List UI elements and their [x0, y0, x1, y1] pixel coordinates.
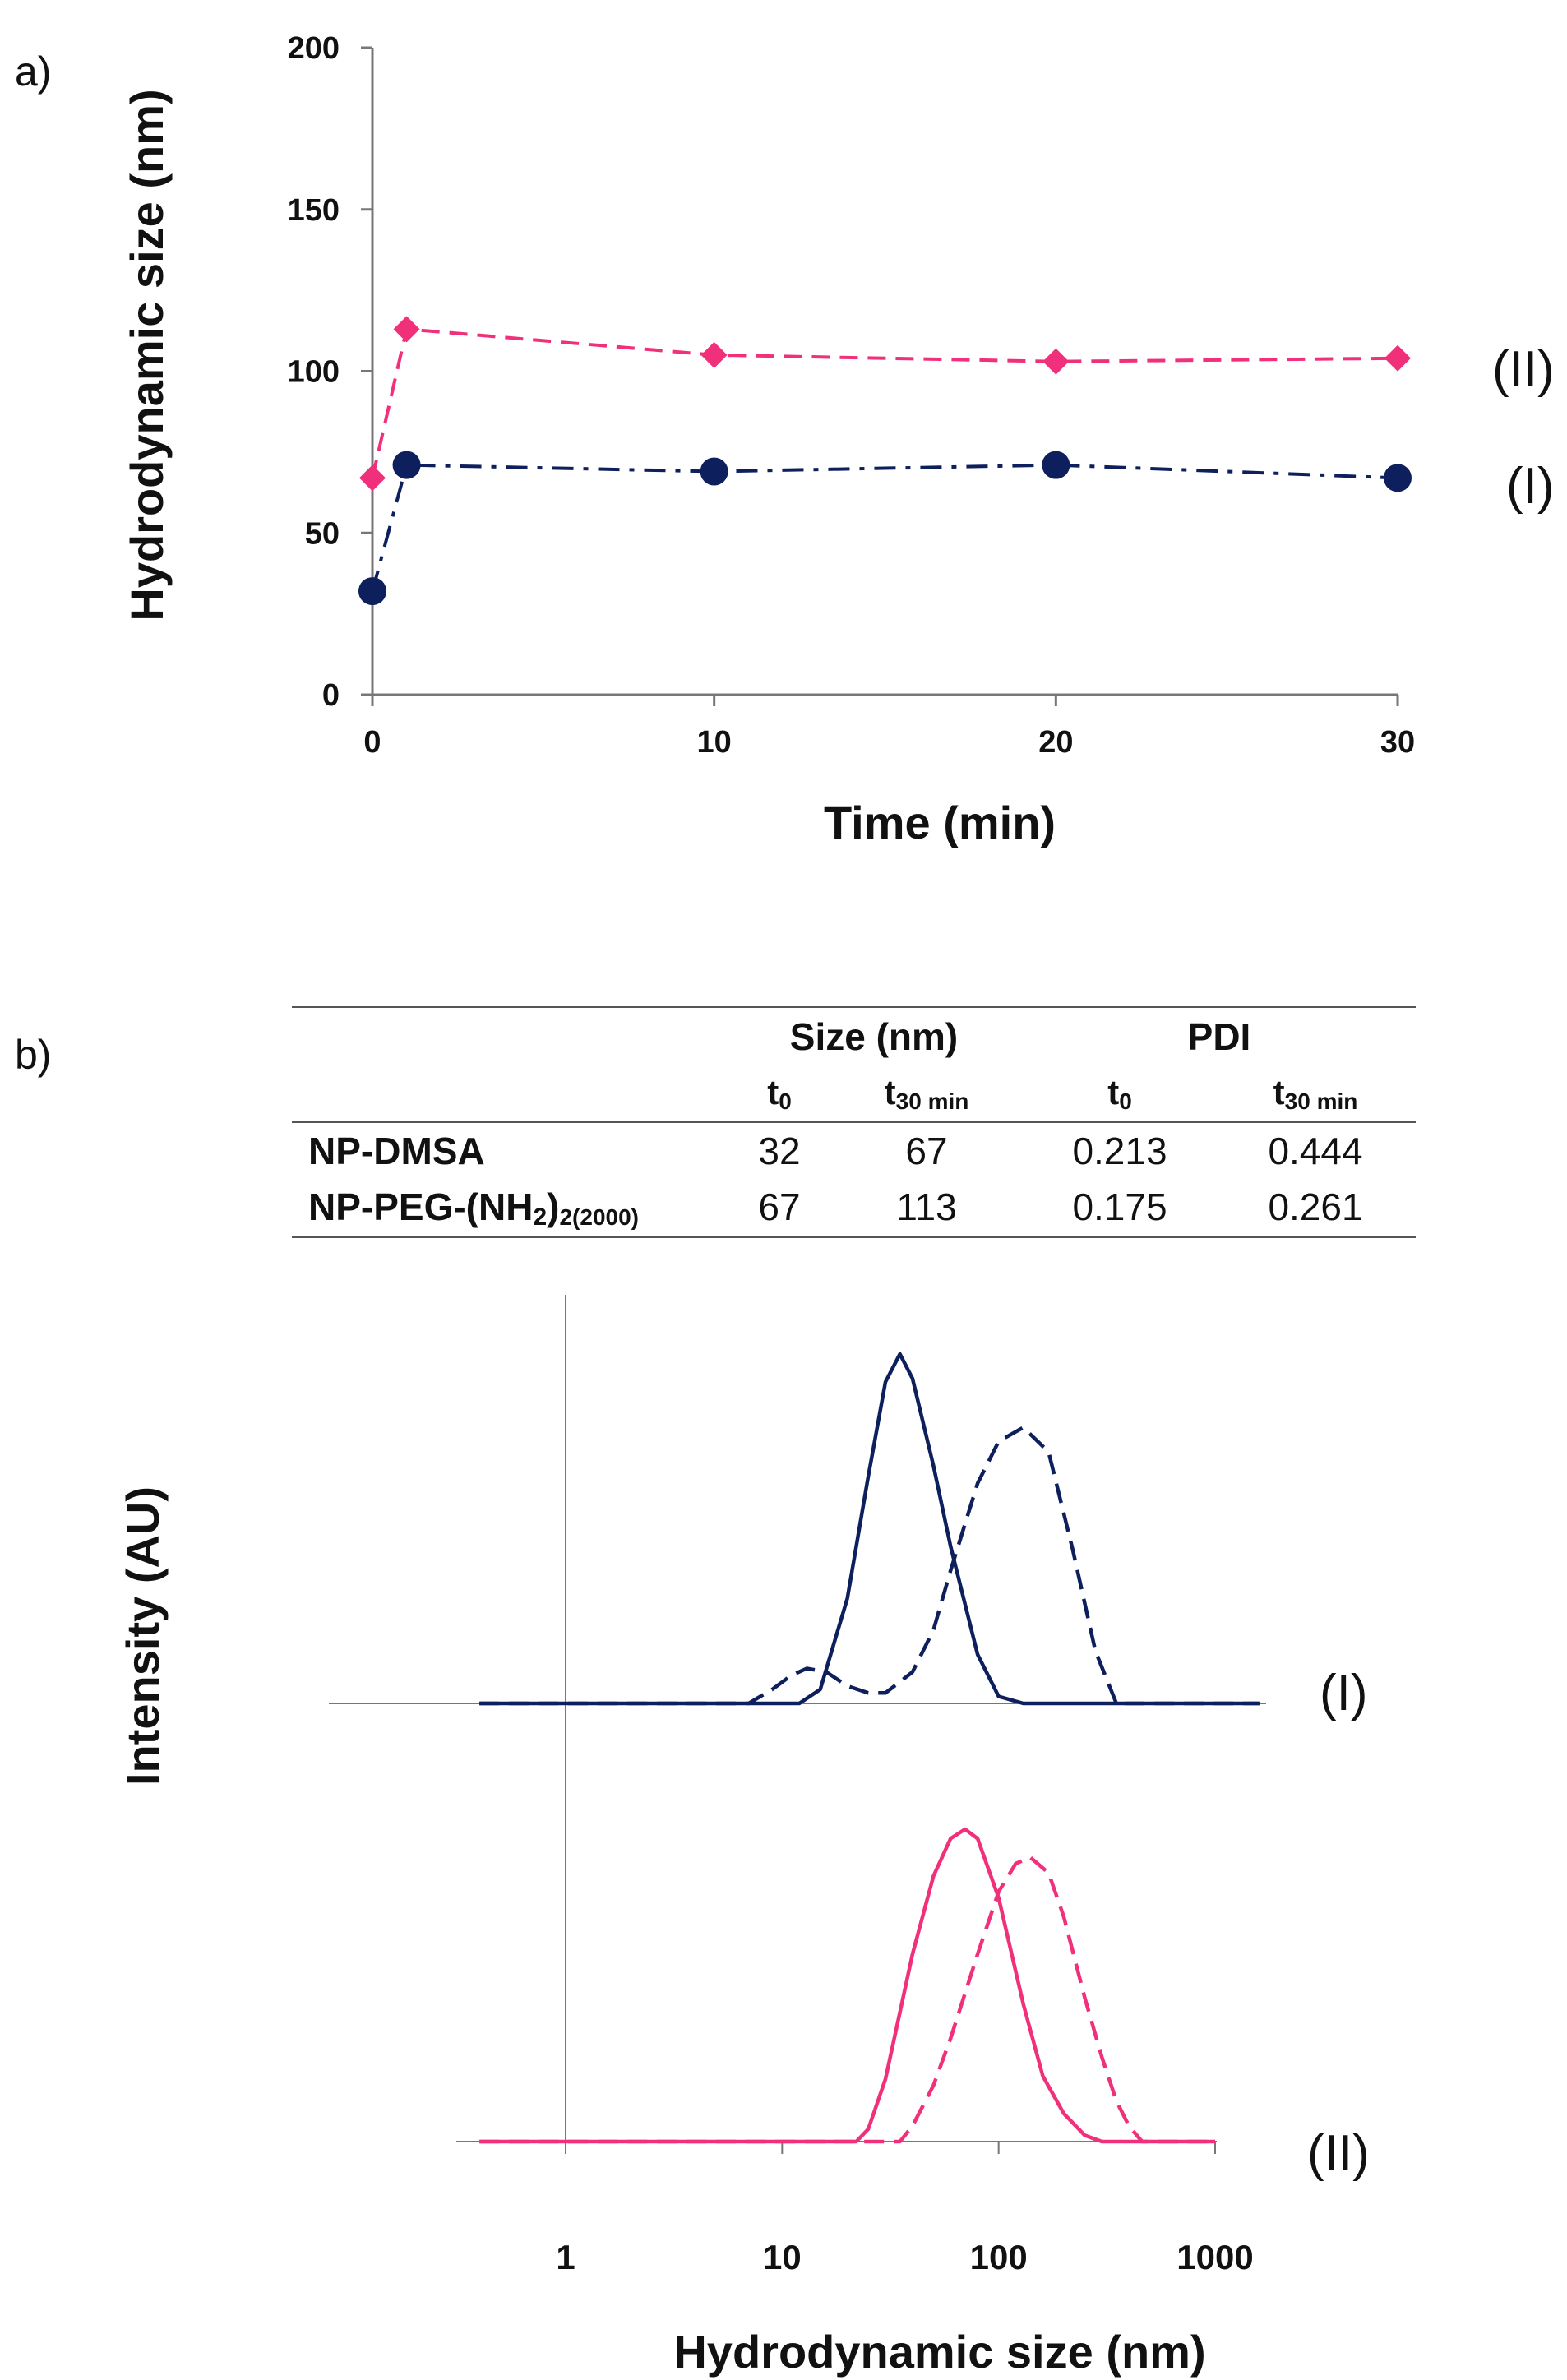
chart-a-x-axis-label: Time (min) — [824, 797, 1056, 848]
x-tick-label: 10 — [697, 725, 732, 760]
table-row-np-dmsa: NP-DMSA — [308, 1130, 485, 1172]
x-tick-label: 1000 — [1176, 2238, 1253, 2276]
table-cell: 67 — [905, 1130, 947, 1172]
y-tick-label: 150 — [288, 193, 340, 228]
data-point — [1042, 451, 1070, 479]
x-tick-label: 30 — [1380, 725, 1415, 760]
data-point — [358, 577, 386, 606]
distribution-curve-i-t30 — [479, 1426, 1260, 1706]
series-label-ii: (II) — [1492, 341, 1555, 398]
chart-a: 0 50 100 150 200 0 10 20 30 Time (min) Hydrodyn… — [121, 31, 1555, 848]
table-header-size: Size (nm) — [790, 1015, 958, 1058]
data-point — [1384, 344, 1411, 372]
data-point — [1042, 348, 1070, 375]
data-point — [700, 457, 728, 486]
table-cell: 32 — [758, 1130, 800, 1172]
series-label-ii: (II) — [1307, 2125, 1370, 2182]
table-cell: 0.175 — [1072, 1185, 1167, 1228]
results-table: Size (nm) PDI t0 t30 min t0 t30 min NP-D… — [292, 1006, 1416, 1238]
data-point — [393, 316, 420, 343]
chart-a-y-axis-label: Hydrodynamic size (nm) — [121, 89, 173, 621]
data-point — [392, 451, 421, 479]
distribution-curve-i-t0 — [479, 1352, 1260, 1706]
table-subheader-pdi-t0: t0 — [1107, 1073, 1132, 1114]
panel-b-label: b) — [15, 1032, 51, 1078]
y-tick-label: 0 — [322, 678, 340, 713]
table-cell: 67 — [758, 1185, 800, 1228]
x-tick-label: 20 — [1038, 725, 1073, 760]
table-row-np-peg: NP-PEG-(NH2)2(2000) — [308, 1185, 639, 1231]
data-point — [700, 341, 728, 368]
y-tick-label: 200 — [288, 31, 340, 66]
x-tick-label: 10 — [763, 2238, 802, 2276]
chart-b-y-axis-label: Intensity (AU) — [117, 1486, 169, 1786]
table-header-pdi: PDI — [1188, 1015, 1251, 1058]
distribution-curve-ii-t30 — [479, 1855, 1215, 2144]
x-tick-label: 0 — [363, 725, 381, 760]
distribution-curve-ii-t0 — [479, 1827, 1215, 2144]
table-cell: 0.444 — [1268, 1130, 1362, 1172]
table-cell: 0.261 — [1268, 1185, 1362, 1228]
table-cell: 0.213 — [1072, 1130, 1167, 1172]
chart-b: 1 10 100 1000 Hydrodynamic size (nm) Intens… — [117, 1295, 1370, 2378]
table-cell: 113 — [896, 1185, 956, 1228]
chart-b-x-axis-label: Hydrodynamic size (nm) — [673, 2326, 1205, 2378]
series-line-ii — [371, 327, 1398, 478]
x-tick-label: 1 — [556, 2238, 575, 2276]
data-point — [1384, 464, 1412, 492]
series-line-i — [371, 463, 1398, 592]
table-subheader-size-t0: t0 — [767, 1073, 792, 1114]
table-subheader-size-t30: t30 min — [885, 1073, 969, 1114]
series-label-i: (I) — [1506, 458, 1555, 515]
series-label-i: (I) — [1320, 1665, 1368, 1721]
y-tick-label: 50 — [305, 516, 340, 551]
x-tick-label: 100 — [970, 2238, 1028, 2276]
table-subheader-pdi-t30: t30 min — [1273, 1073, 1358, 1114]
data-point — [359, 464, 386, 492]
panel-a-label: a) — [15, 49, 51, 95]
y-tick-label: 100 — [288, 355, 340, 390]
